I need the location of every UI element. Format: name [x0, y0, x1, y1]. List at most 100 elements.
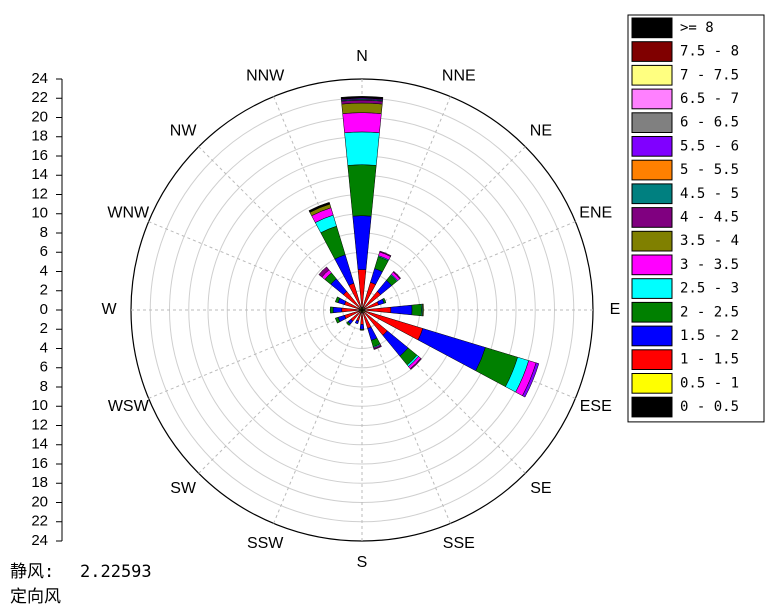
legend-swatch	[631, 183, 673, 205]
wedge-segment	[352, 215, 372, 271]
wedge-segment	[342, 112, 382, 134]
wedge-segment	[390, 304, 413, 316]
r-tick-label: 18	[31, 474, 48, 491]
r-tick-label: 4	[40, 339, 48, 356]
direction-label: SSE	[443, 535, 475, 552]
r-tick-label: 22	[31, 89, 48, 106]
legend-label: 7.5 - 8	[680, 44, 739, 60]
legend-swatch	[631, 301, 673, 323]
legend-label: 4.5 - 5	[680, 186, 739, 202]
wedge-segment	[392, 270, 402, 280]
r-tick-label: 6	[40, 359, 48, 376]
wedge-segment	[367, 326, 378, 341]
direction-label: W	[101, 301, 117, 318]
direction-label: ENE	[579, 204, 612, 221]
legend-swatch	[631, 159, 673, 181]
spoke	[148, 221, 363, 311]
direction-label: S	[357, 554, 368, 571]
wedge-segment	[359, 324, 365, 330]
wedge-segment	[332, 306, 343, 314]
wedge-segment	[318, 266, 330, 278]
legend-swatch	[631, 112, 673, 134]
legend-label: 4 - 4.5	[680, 209, 739, 225]
direction-label: NE	[530, 122, 552, 139]
r-tick-label: 0	[40, 301, 48, 318]
legend-label: 3 - 3.5	[680, 257, 739, 273]
legend-label: 7 - 7.5	[680, 67, 739, 83]
r-tick-label: 10	[31, 397, 48, 414]
direction-label: NW	[170, 122, 198, 139]
legend-swatch	[631, 17, 673, 39]
legend-swatch	[631, 278, 673, 299]
legend-swatch	[631, 41, 673, 62]
wedge-segment	[329, 306, 334, 314]
wedge-segment	[334, 296, 341, 304]
direction-label: WSW	[108, 398, 150, 415]
r-tick-label: 12	[31, 416, 48, 433]
legend-swatch	[631, 349, 673, 370]
wedge-segment	[346, 321, 351, 326]
direction-label: E	[610, 301, 621, 318]
r-tick-label: 14	[31, 436, 48, 453]
r-tick-label: 20	[31, 493, 48, 510]
r-tick-label: 2	[40, 320, 48, 337]
r-tick-label: 8	[40, 224, 48, 241]
legend-label: 6.5 - 7	[680, 91, 739, 107]
legend-swatch	[631, 396, 673, 418]
direction-label: ESE	[580, 398, 612, 415]
calm-label: 静风:	[10, 562, 54, 582]
wedge-segment	[359, 328, 365, 331]
legend-swatch	[631, 207, 673, 228]
wedge-segment	[382, 297, 387, 304]
r-tick-label: 18	[31, 128, 48, 145]
wedge-segment	[422, 303, 424, 317]
direction-label: SE	[530, 480, 551, 497]
direction-label: NNW	[246, 67, 285, 84]
legend-label: 6 - 6.5	[680, 115, 739, 131]
spoke	[361, 221, 576, 311]
calm-value: 2.22593	[80, 562, 152, 582]
legend-label: 0 - 0.5	[680, 399, 739, 415]
r-tick-label: 20	[31, 108, 48, 125]
wedge-segment	[411, 303, 422, 317]
legend-label: 0.5 - 1	[680, 375, 739, 391]
legend-label: 5.5 - 6	[680, 138, 739, 154]
r-tick-label: 24	[31, 532, 48, 549]
wedge-segment	[341, 102, 383, 114]
wedge-segment	[354, 319, 359, 325]
r-tick-label: 22	[31, 513, 48, 530]
legend-label: 2 - 2.5	[680, 304, 739, 320]
direction-label: SW	[170, 480, 197, 497]
mode-label: 定向风	[10, 587, 61, 607]
legend-label: >= 8	[680, 20, 714, 36]
wedge-segment	[360, 312, 364, 325]
wedge-segment	[334, 316, 341, 324]
legend-swatch	[631, 230, 673, 252]
spoke	[148, 309, 363, 399]
legend-label: 1 - 1.5	[680, 352, 739, 368]
direction-label: NNE	[442, 67, 476, 84]
wedge-segment	[409, 357, 422, 370]
legend-swatch	[631, 325, 673, 347]
r-tick-label: 12	[31, 185, 48, 202]
legend-swatch	[631, 254, 673, 276]
direction-label: WNW	[107, 204, 150, 221]
r-tick-label: 24	[31, 70, 48, 87]
legend-label: 5 - 5.5	[680, 162, 739, 178]
wedge-segment	[522, 362, 540, 398]
r-tick-label: 6	[40, 243, 48, 260]
legend-label: 1.5 - 2	[680, 328, 739, 344]
wedge-segment	[340, 96, 384, 100]
r-tick-label: 2	[40, 282, 48, 299]
legend-label: 2.5 - 3	[680, 281, 739, 297]
wedge-segment	[308, 201, 331, 213]
r-tick-label: 10	[31, 205, 48, 222]
spoke	[198, 309, 363, 474]
r-tick-label: 4	[40, 262, 48, 279]
legend-swatch	[631, 373, 673, 394]
wedge-segment	[344, 131, 380, 166]
legend-swatch	[631, 88, 673, 110]
legend-swatch	[631, 136, 673, 157]
r-tick-label: 16	[31, 147, 48, 164]
